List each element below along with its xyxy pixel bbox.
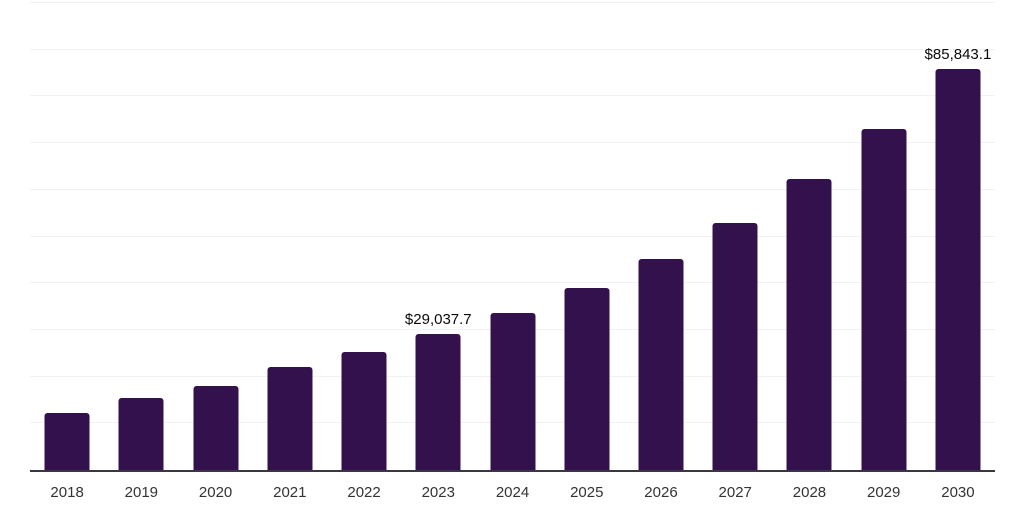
gridline-60000 [30, 188, 995, 190]
x-axis-line [30, 470, 995, 472]
plot-area: $29,037.7 $85,843.1 [30, 2, 995, 472]
bar-slot-2026 [624, 3, 698, 470]
x-tick-2023: 2023 [421, 484, 455, 501]
gridline-90000 [30, 48, 995, 50]
bar-2022[interactable] [341, 352, 387, 470]
bar-slot-2029 [847, 3, 921, 470]
x-tick-2024: 2024 [495, 484, 530, 501]
x-tick-2026: 2026 [644, 484, 678, 501]
bar-2024[interactable] [490, 312, 536, 470]
x-tick-2028: 2028 [792, 484, 827, 501]
bar-slot-2027 [698, 3, 772, 470]
x-tick-2020: 2020 [198, 484, 233, 501]
bar-2025[interactable] [564, 288, 610, 470]
x-tick-2022: 2022 [347, 484, 381, 501]
x-tick-2021: 2021 [273, 484, 307, 501]
bar-2028[interactable] [786, 179, 832, 470]
bar-slot-2023: $29,037.7 [401, 3, 475, 470]
gridline-40000 [30, 282, 995, 284]
gridline-80000 [30, 95, 995, 97]
x-tick-2030: 2030 [941, 484, 975, 501]
bar-slot-2019 [104, 3, 178, 470]
bar-2021[interactable] [267, 366, 313, 470]
gridline-50000 [30, 235, 995, 237]
bar-slot-2028 [772, 3, 846, 470]
bar-slot-2020 [178, 3, 252, 470]
bar-2030[interactable] [935, 69, 981, 470]
bar-slot-2021 [253, 3, 327, 470]
gridline-70000 [30, 142, 995, 144]
gridline-100000 [30, 2, 995, 3]
bar-slot-2025 [550, 3, 624, 470]
bar-2026[interactable] [638, 258, 684, 470]
x-tick-2018: 2018 [50, 484, 84, 501]
bar-slot-2018 [30, 3, 104, 470]
bar-2019[interactable] [118, 398, 164, 470]
x-tick-2019: 2019 [124, 484, 159, 501]
bars-container: $29,037.7 $85,843.1 [30, 3, 995, 470]
data-label-2023: $29,037.7 [404, 311, 472, 329]
bar-2018[interactable] [44, 413, 90, 470]
bar-2020[interactable] [193, 385, 239, 470]
x-tick-2029: 2029 [867, 484, 901, 501]
bar-slot-2030: $85,843.1 [921, 3, 995, 470]
bar-2029[interactable] [861, 128, 907, 470]
bar-slot-2022 [327, 3, 401, 470]
bar-slot-2024 [475, 3, 549, 470]
x-tick-2025: 2025 [570, 484, 604, 501]
bar-2023[interactable] [415, 334, 461, 470]
x-tick-2027: 2027 [718, 484, 752, 501]
bar-2027[interactable] [712, 222, 758, 470]
data-label-2030: $85,843.1 [924, 46, 992, 64]
x-axis-tick-labels: 2018 2019 2020 2021 2022 2023 2024 2025 2026 2027… [30, 472, 995, 512]
